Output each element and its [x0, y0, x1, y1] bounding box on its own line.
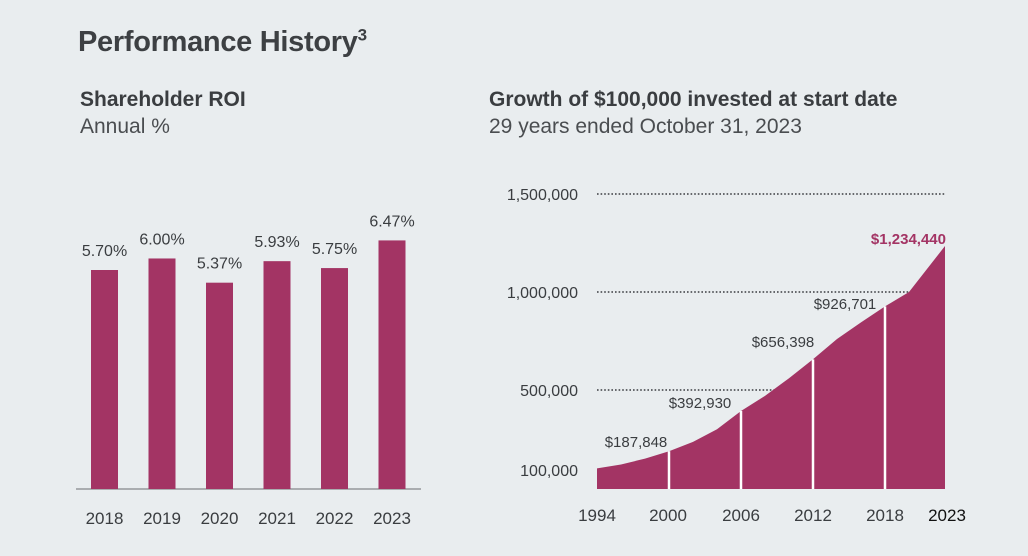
- bar-xtick-2021: 2021: [258, 509, 296, 528]
- bar-2018: [91, 270, 118, 489]
- roi-chart-subtitle: Annual %: [80, 115, 170, 138]
- growth-label-2018: $926,701: [814, 296, 877, 313]
- growth-xtick-2018: 2018: [866, 506, 904, 525]
- footnote-marker: 3: [357, 25, 367, 45]
- growth-ytick-1500000: 1,500,000: [507, 187, 578, 204]
- bar-xtick-2019: 2019: [143, 509, 181, 528]
- bar-2023: [378, 240, 406, 489]
- growth-chart-subtitle: 29 years ended October 31, 2023: [489, 115, 802, 138]
- bar-label-2021: 5.93%: [254, 234, 299, 251]
- growth-xtick-1994: 1994: [578, 506, 616, 525]
- growth-xtick-2012: 2012: [794, 506, 832, 525]
- bar-label-2022: 5.75%: [312, 241, 357, 258]
- growth-label-2006: $392,930: [669, 395, 732, 412]
- bar-label-2018: 5.70%: [82, 243, 127, 260]
- growth-end-label: $1,234,440: [871, 231, 946, 248]
- bar-xtick-2023: 2023: [373, 509, 411, 528]
- growth-chart-title: Growth of $100,000 invested at start dat…: [489, 88, 898, 111]
- growth-xtick-2023: 2023: [928, 506, 966, 525]
- page-title-text: Performance History: [78, 26, 358, 58]
- bar-2020: [206, 282, 233, 489]
- bar-2019: [148, 258, 176, 489]
- growth-ytick-1000000: 1,000,000: [507, 285, 578, 302]
- bar-xtick-2020: 2020: [201, 509, 239, 528]
- roi-chart-title: Shareholder ROI: [80, 88, 246, 111]
- bar-2022: [321, 268, 348, 489]
- growth-xtick-2000: 2000: [649, 506, 687, 525]
- growth-label-2012: $656,398: [752, 334, 815, 351]
- bar-label-2019: 6.00%: [139, 231, 184, 248]
- bar-xtick-2022: 2022: [316, 509, 354, 528]
- growth-xtick-2006: 2006: [722, 506, 760, 525]
- bar-label-2020: 5.37%: [197, 256, 242, 273]
- page-title: Performance History3: [78, 26, 367, 59]
- bar-xtick-2018: 2018: [86, 509, 124, 528]
- growth-ytick-500000: 500,000: [520, 383, 578, 400]
- growth-label-2000: $187,848: [605, 434, 668, 451]
- growth-area: [597, 246, 945, 489]
- growth-ytick-100000: 100,000: [520, 463, 578, 480]
- bar-label-2023: 6.47%: [369, 213, 414, 230]
- bar-2021: [263, 261, 291, 489]
